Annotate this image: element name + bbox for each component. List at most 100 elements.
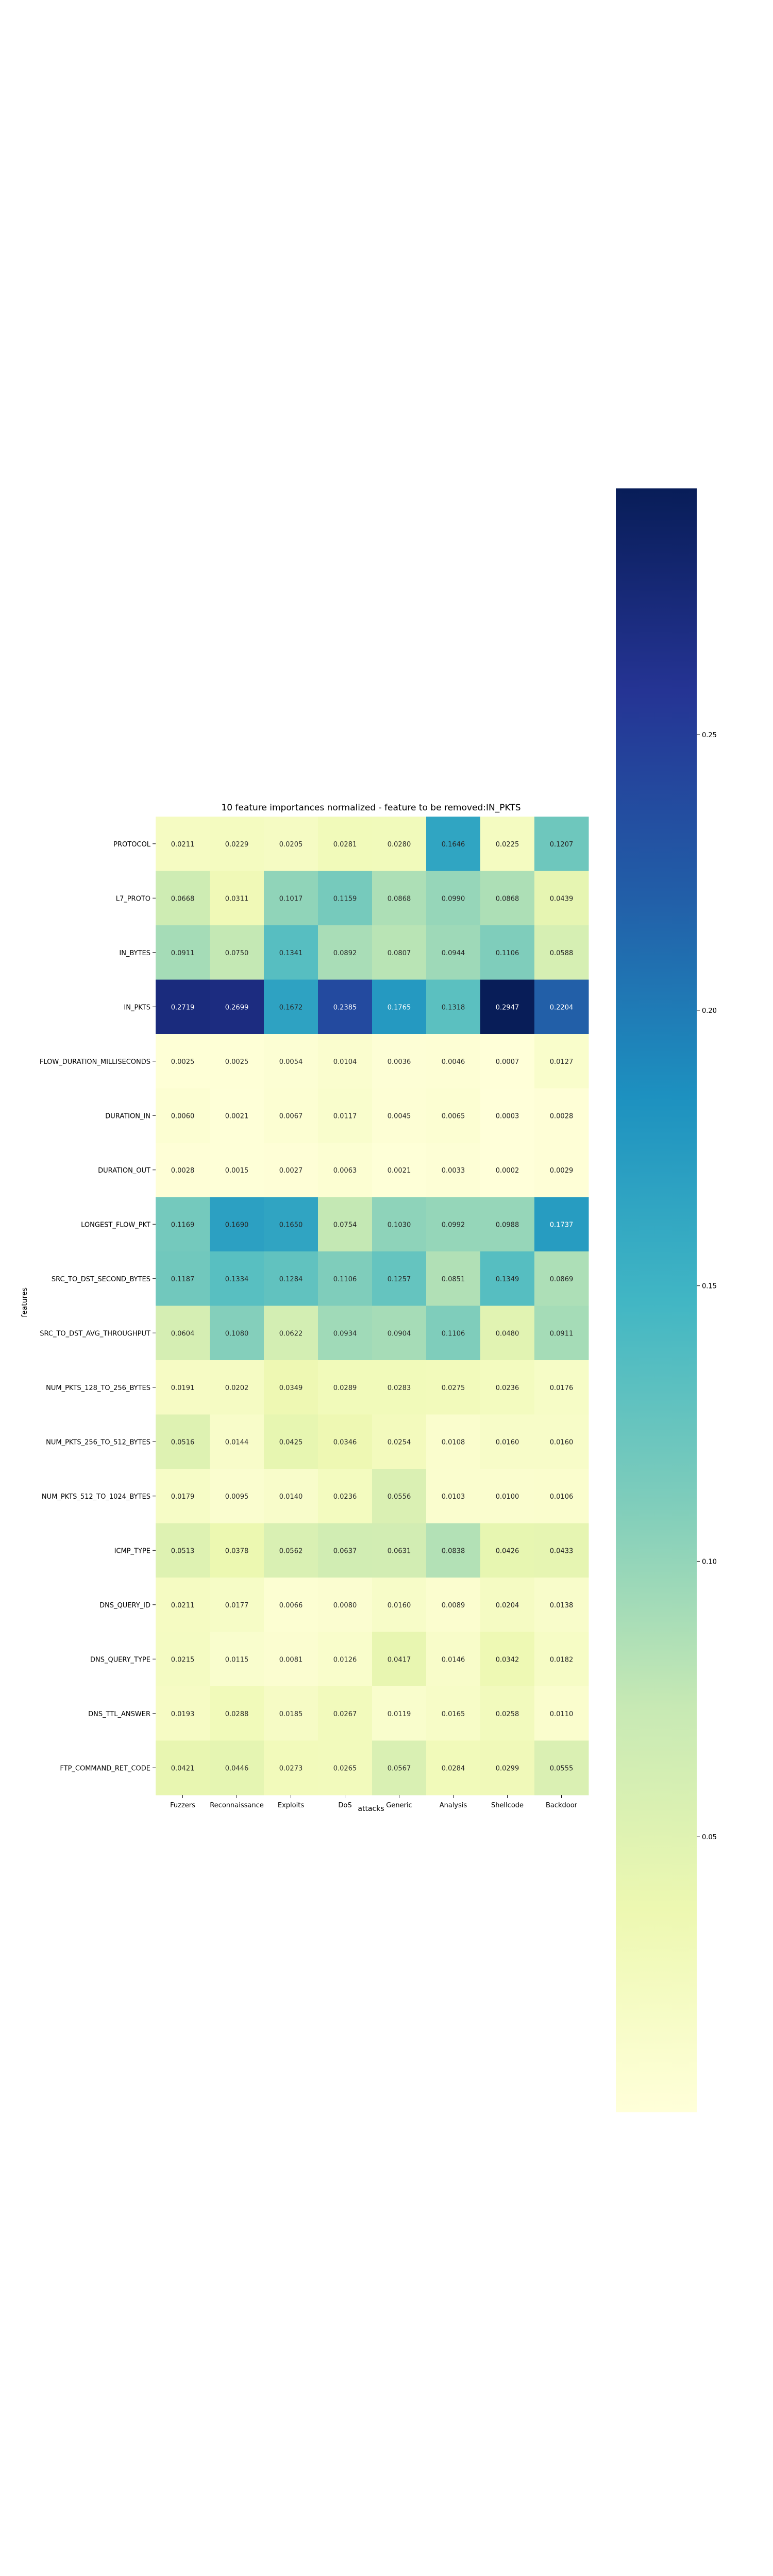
cell-value-label: 0.0202 [225,1384,249,1392]
heatmap-cell [534,1143,589,1197]
cell-value-label: 0.0108 [442,1438,465,1446]
heatmap-cell [372,979,427,1035]
heatmap-cell [426,1740,481,1795]
heatmap-cell [318,1197,373,1252]
heatmap-cell [156,1686,210,1741]
heatmap-cell [372,1034,427,1089]
cell-value-label: 0.0046 [442,1058,465,1066]
cell-value-label: 0.0631 [388,1547,411,1555]
heatmap-cell [264,1414,318,1469]
heatmap-cell [156,1740,210,1795]
heatmap-cell [264,1360,318,1415]
cell-value-label: 0.1672 [279,1004,303,1011]
cell-value-label: 0.0103 [442,1493,465,1501]
cell-value-label: 0.0254 [388,1438,411,1446]
cell-value-label: 0.0205 [279,841,303,849]
cell-value-label: 0.0480 [496,1330,519,1337]
heatmap-cell [318,1632,373,1687]
colorbar-tick-label: 0.25 [702,732,717,739]
heatmap-cell [264,1034,318,1089]
heatmap-cell [264,1197,318,1252]
cell-value-label: 0.0060 [171,1112,195,1120]
heatmap-cell [534,1251,589,1306]
cell-value-label: 0.0127 [550,1058,574,1066]
heatmap-cell [372,1523,427,1578]
heatmap-cell [156,817,210,871]
row-label: L7_PROTO [116,895,150,903]
heatmap-cell [372,925,427,980]
heatmap-cell [480,1414,535,1469]
cell-value-label: 0.0439 [550,895,574,903]
cell-value-label: 0.0110 [550,1710,574,1718]
heatmap-cells: 0.0211 0.0229 0.0205 0.0281 0.0280 0.1646 0.02… [156,817,589,1795]
cell-value-label: 0.0029 [550,1167,574,1175]
row-label: DURATION_OUT [98,1167,150,1175]
row-label: DNS_TTL_ANSWER [88,1710,150,1718]
cell-value-label: 0.0067 [279,1112,303,1120]
heatmap-cell [318,817,373,871]
cell-value-label: 0.0080 [333,1602,357,1609]
heatmap-cell [210,1197,264,1252]
row-label: SRC_TO_DST_AVG_THROUGHPUT [40,1330,150,1337]
heatmap-cell [480,817,535,871]
chart-title: 10 feature importances normalized - feat… [221,803,520,813]
heatmap-cell [210,1306,264,1361]
heatmap-cell [264,1686,318,1741]
heatmap-cell [426,925,481,980]
heatmap-cell [480,1034,535,1089]
cell-value-label: 0.0033 [442,1167,465,1175]
heatmap-cell [156,1088,210,1143]
cell-value-label: 0.1080 [225,1330,249,1337]
heatmap-cell [480,871,535,926]
cell-value-label: 0.0115 [225,1656,249,1664]
heatmap-cell [534,925,589,980]
heatmap-cell [426,1578,481,1632]
cell-value-label: 0.0273 [279,1765,303,1772]
column-label: Shellcode [491,1802,524,1809]
row-label: PROTOCOL [113,841,151,849]
colorbar [616,488,697,2112]
heatmap-cell [426,1306,481,1361]
cell-value-label: 0.0988 [496,1221,519,1229]
heatmap-cell [156,1034,210,1089]
cell-value-label: 0.0513 [171,1547,195,1555]
row-label: DURATION_IN [105,1112,150,1120]
cell-value-label: 0.0126 [333,1656,357,1664]
heatmap-cell [318,1251,373,1306]
heatmap-cell [480,1251,535,1306]
cell-value-label: 0.0160 [550,1438,574,1446]
heatmap-cell [372,1469,427,1523]
cell-value-label: 0.0106 [550,1493,574,1501]
cell-value-label: 0.0851 [442,1276,465,1283]
row-label: SRC_TO_DST_SECOND_BYTES [52,1276,150,1283]
heatmap-cell [318,1088,373,1143]
row-labels: PROTOCOL L7_PROTO IN_BYTES IN_PKTS FLOW_DURA… [40,841,156,1772]
cell-value-label: 0.0191 [171,1384,195,1392]
cell-value-label: 0.0095 [225,1493,249,1501]
heatmap-cell [318,1740,373,1795]
cell-value-label: 0.0868 [496,895,519,903]
cell-value-label: 0.0215 [171,1656,195,1664]
cell-value-label: 0.1737 [550,1221,574,1229]
heatmap-cell [426,1632,481,1687]
heatmap-cell [156,1306,210,1361]
cell-value-label: 0.1257 [388,1276,411,1283]
cell-value-label: 0.0104 [333,1058,357,1066]
cell-value-label: 0.0992 [442,1221,465,1229]
heatmap-cell [318,1686,373,1741]
cell-value-label: 0.0177 [225,1602,249,1609]
heatmap-cell [372,1251,427,1306]
heatmap-cell [264,979,318,1035]
heatmap-cell [318,1143,373,1197]
cell-value-label: 0.0807 [388,950,411,957]
colorbar-tick-label: 0.05 [702,1834,717,1841]
cell-value-label: 0.0637 [333,1547,357,1555]
row-label: FTP_COMMAND_RET_CODE [60,1765,150,1772]
heatmap-cell [156,1360,210,1415]
row-label: NUM_PKTS_512_TO_1024_BYTES [42,1493,150,1501]
cell-value-label: 0.0280 [388,841,411,849]
cell-value-label: 0.1207 [550,841,574,849]
row-label: FLOW_DURATION_MILLISECONDS [40,1058,150,1066]
cell-value-label: 0.0446 [225,1765,249,1772]
heatmap-cell [426,817,481,871]
